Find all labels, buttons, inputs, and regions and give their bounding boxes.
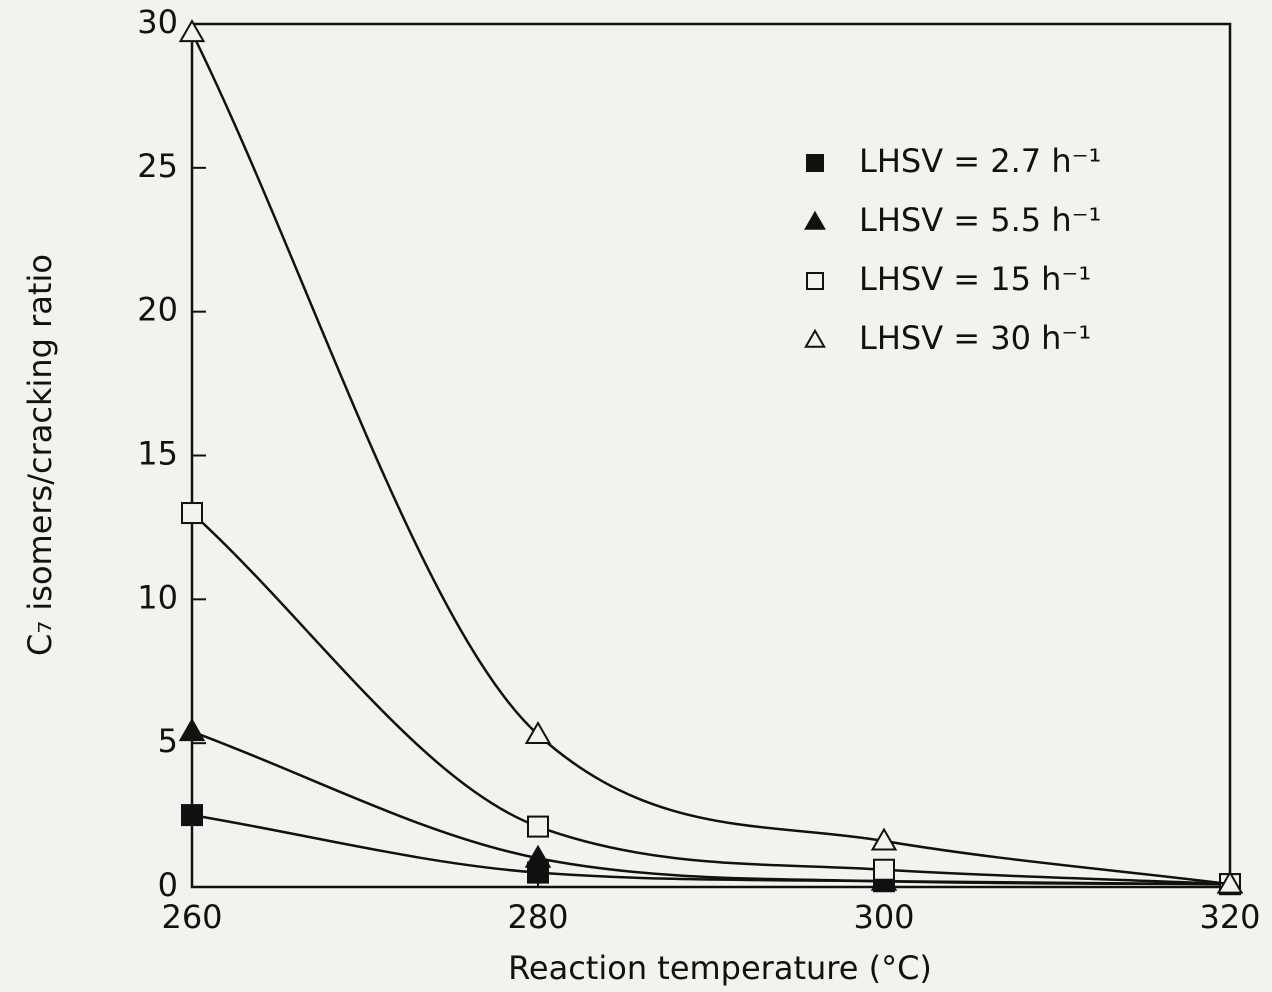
data-point <box>178 19 206 43</box>
legend-label: LHSV = 2.7 h⁻¹ <box>859 142 1101 180</box>
x-tick-label: 260 <box>161 898 222 936</box>
y-tick-label: 0 <box>158 866 178 904</box>
y-tick-label: 15 <box>137 435 178 473</box>
legend-label: LHSV = 30 h⁻¹ <box>859 319 1091 357</box>
y-tick-label: 30 <box>137 3 178 41</box>
data-point <box>527 815 549 838</box>
data-point <box>1216 870 1244 894</box>
legend-marker <box>806 154 824 172</box>
legend-label: LHSV = 15 h⁻¹ <box>859 260 1091 298</box>
y-axis-label: C₇ isomers/cracking ratio <box>21 254 59 656</box>
data-point <box>870 827 898 851</box>
x-tick-label: 300 <box>853 898 914 936</box>
data-point <box>524 721 552 745</box>
legend-marker <box>806 272 824 290</box>
series-line <box>191 730 1231 886</box>
data-point <box>181 502 203 525</box>
legend-label: LHSV = 5.5 h⁻¹ <box>859 201 1101 239</box>
y-tick-label: 20 <box>137 291 178 329</box>
data-point <box>873 858 895 881</box>
x-axis-label: Reaction temperature (°C) <box>508 949 932 987</box>
y-tick-label: 10 <box>137 578 178 616</box>
series-line <box>191 512 1231 886</box>
data-point <box>178 718 206 742</box>
data-point <box>524 844 552 868</box>
legend-marker <box>804 328 826 348</box>
x-tick-label: 280 <box>507 898 568 936</box>
x-tick-label: 320 <box>1199 898 1260 936</box>
y-tick-label: 5 <box>158 722 178 760</box>
y-tick-label: 25 <box>137 147 178 185</box>
legend-marker <box>804 210 826 230</box>
series-line <box>190 32 1231 886</box>
data-point <box>181 804 203 827</box>
